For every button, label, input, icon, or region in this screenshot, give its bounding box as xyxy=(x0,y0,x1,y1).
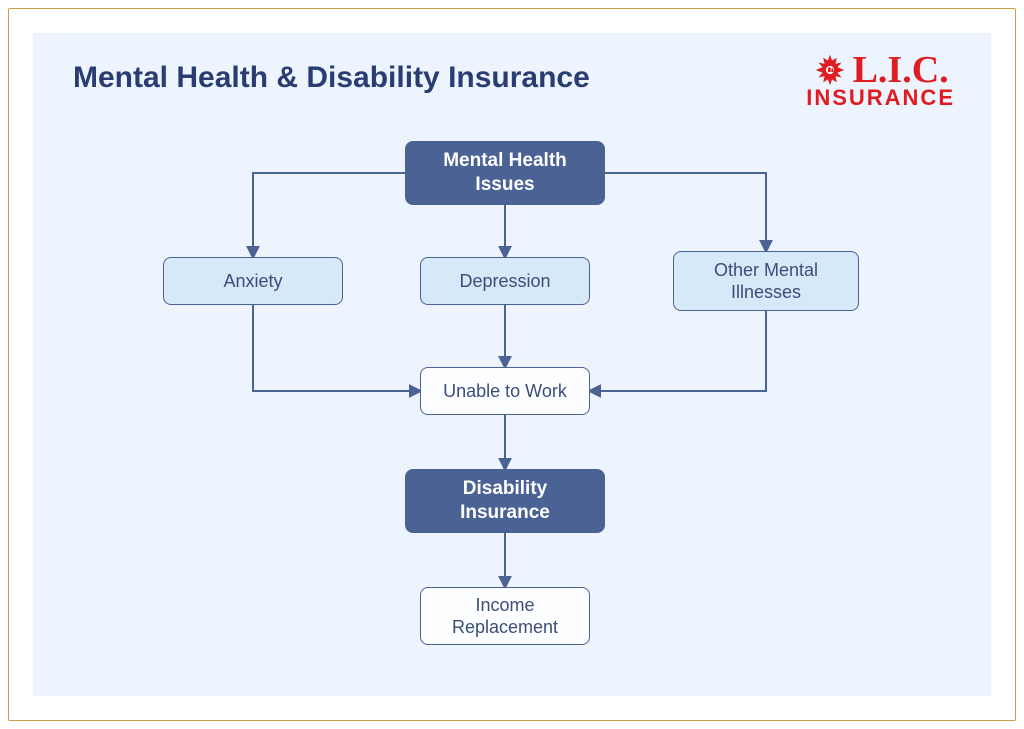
diagram-panel: Mental Health & Disability Insurance L.I… xyxy=(33,33,991,696)
edge-anxiety-unable xyxy=(253,305,420,391)
node-income: IncomeReplacement xyxy=(420,587,590,645)
node-depress: Depression xyxy=(420,257,590,305)
page-title: Mental Health & Disability Insurance xyxy=(73,61,590,95)
edge-root-other xyxy=(605,173,766,251)
node-other: Other MentalIllnesses xyxy=(673,251,859,311)
edge-other-unable xyxy=(590,311,766,391)
maple-leaf-icon xyxy=(813,53,847,87)
logo-top-text: L.I.C. xyxy=(853,51,949,89)
node-unable: Unable to Work xyxy=(420,367,590,415)
edge-root-anxiety xyxy=(253,173,405,257)
brand-logo: L.I.C. INSURANCE xyxy=(806,51,955,109)
logo-top-row: L.I.C. xyxy=(806,51,955,89)
node-disab: DisabilityInsurance xyxy=(405,469,605,533)
outer-frame: Mental Health & Disability Insurance L.I… xyxy=(8,8,1016,721)
logo-bottom-text: INSURANCE xyxy=(806,87,955,109)
node-root: Mental HealthIssues xyxy=(405,141,605,205)
node-anxiety: Anxiety xyxy=(163,257,343,305)
